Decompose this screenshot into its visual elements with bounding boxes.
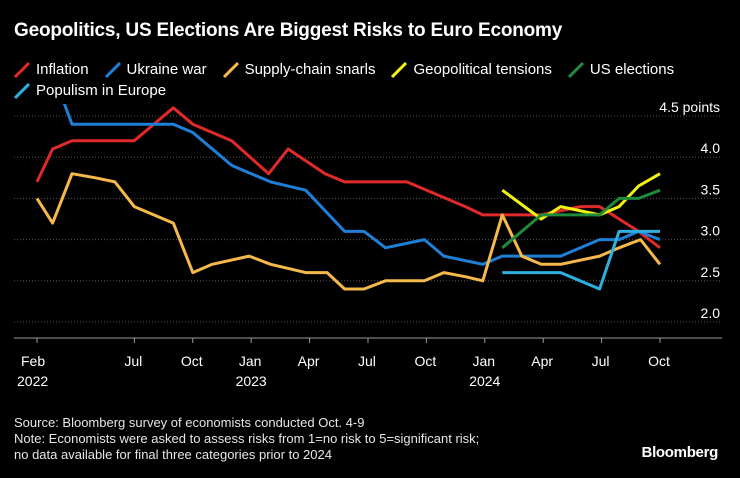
x-tick-label: Apr xyxy=(298,353,320,369)
chart-footer: Source: Bloomberg survey of economists c… xyxy=(14,415,479,463)
legend-swatch-icon xyxy=(14,82,30,99)
y-tick-label: 3.0 xyxy=(701,223,721,239)
legend-swatch-icon xyxy=(222,61,239,78)
x-tick-year-label: 2022 xyxy=(17,373,48,389)
legend-label: Inflation xyxy=(36,61,89,78)
x-tick-label: Jan xyxy=(472,353,495,369)
methodology-note-continued: no data available for final three catego… xyxy=(14,447,332,462)
series-line-inflation xyxy=(35,106,661,249)
legend-swatch-icon xyxy=(14,61,30,78)
legend: Inflation Ukraine war Supply-chain snarl… xyxy=(14,60,729,100)
legend-item-populism: Populism in Europe xyxy=(14,81,166,100)
x-tick-label: Jul xyxy=(592,353,610,369)
series-line-populism-in-europe xyxy=(502,229,660,291)
x-tick-year-label: 2024 xyxy=(469,373,500,389)
x-tick-label: Oct xyxy=(648,353,670,369)
x-tick-label: Jan xyxy=(239,353,262,369)
legend-label: Ukraine war xyxy=(126,61,207,78)
y-tick-label: 2.0 xyxy=(701,305,721,321)
y-tick-label: 2.5 xyxy=(701,264,721,280)
legend-item-supply-chain: Supply-chain snarls xyxy=(222,60,376,79)
x-tick-label: Oct xyxy=(414,353,436,369)
legend-label: Geopolitical tensions xyxy=(413,61,552,78)
legend-label: Populism in Europe xyxy=(36,82,167,99)
legend-item-us-elections: US elections xyxy=(567,60,675,79)
legend-label: Supply-chain snarls xyxy=(244,61,376,78)
y-tick-label: 4.0 xyxy=(701,140,721,156)
legend-label: US elections xyxy=(589,61,675,78)
legend-swatch-icon xyxy=(391,61,408,78)
legend-swatch-icon xyxy=(567,61,584,78)
series-line-supply-chain-snarls xyxy=(35,172,662,291)
methodology-note: Note: Economists were asked to assess ri… xyxy=(14,431,480,446)
legend-swatch-icon xyxy=(104,61,121,78)
y-tick-label: 3.5 xyxy=(701,181,721,197)
legend-item-inflation: Inflation xyxy=(14,60,89,79)
legend-item-ukraine-war: Ukraine war xyxy=(104,60,207,79)
chart-title: Geopolitics, US Elections Are Biggest Ri… xyxy=(14,20,563,41)
series-line-ukraine-war xyxy=(62,104,661,266)
x-tick-label: Apr xyxy=(531,353,553,369)
x-tick-year-label: 2023 xyxy=(236,373,267,389)
x-tick-label: Jul xyxy=(358,353,376,369)
series-line-geopolitical-tensions xyxy=(501,172,661,221)
series-line-us-elections xyxy=(501,188,661,249)
y-axis-unit-label: 4.5 points xyxy=(659,99,720,115)
x-tick-label: Feb xyxy=(21,353,45,369)
x-tick-label: Oct xyxy=(181,353,203,369)
legend-item-geopolitical: Geopolitical tensions xyxy=(391,60,552,79)
x-tick-label: Jul xyxy=(124,353,142,369)
bloomberg-logo: Bloomberg xyxy=(641,444,719,461)
line-chart: 2.0 2.5 3.0 3.5 4.0 4.5 points Feb 2022 Jul Oct Ja… xyxy=(14,99,722,389)
source-note: Source: Bloomberg survey of economists c… xyxy=(14,415,365,430)
